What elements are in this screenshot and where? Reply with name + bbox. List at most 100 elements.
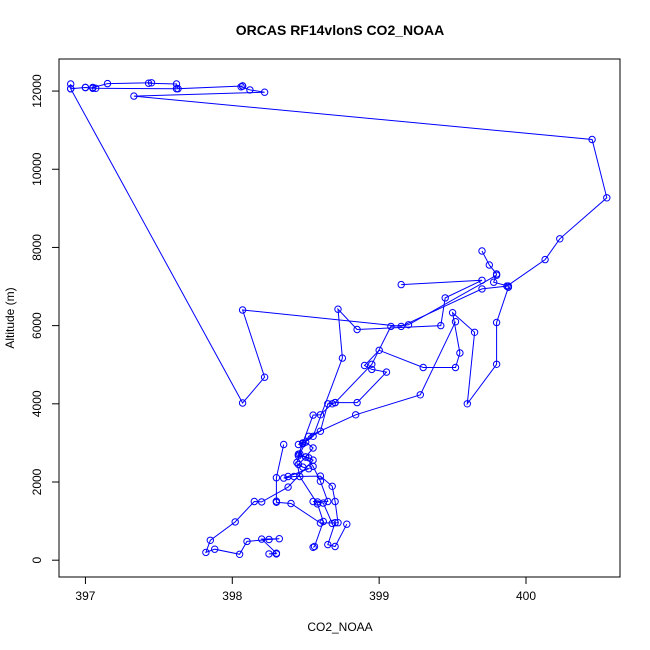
data-point [231,518,239,526]
data-point [353,325,361,334]
data-point [310,542,319,551]
data-point [147,79,156,87]
data-point [328,519,336,528]
data-point [313,500,322,508]
data-point [404,321,413,329]
x-tick-label: 399 [369,589,389,603]
data-point [375,346,383,354]
data-point [416,391,424,399]
data-point [382,368,391,376]
data-point [243,537,251,546]
data-point [368,365,376,374]
data-point [305,432,313,440]
data-point [284,483,292,491]
plot-frame [58,58,621,578]
x-tick-label: 397 [75,589,95,603]
data-point [172,80,181,88]
data-point [490,278,498,286]
data-point [103,79,112,88]
data-point [211,545,219,553]
data-point [319,517,327,526]
data-point [272,550,281,558]
data-point [81,83,90,92]
data-point [360,361,369,370]
data-point [331,519,339,527]
data-point [287,499,295,508]
data-point [89,84,97,93]
y-tick-label: 4000 [30,390,44,417]
y-axis: 0 2000 4000 6000 8000 10000 12000 [30,74,59,564]
data-point [478,247,486,255]
data-point [280,474,288,482]
x-tick-label: 400 [516,589,536,603]
data-point [338,354,347,362]
data-point [504,283,513,291]
data-point [309,444,317,452]
data-point [556,235,564,243]
data-point [309,543,317,551]
data-point [296,472,304,481]
data-point [368,360,376,368]
data-point [353,398,361,407]
data-point [296,450,304,458]
y-axis-label: Altitude (m) [3,287,17,348]
data-point [492,360,501,368]
y-tick-label: 10000 [30,152,44,186]
data-point [437,321,445,330]
data-point [419,363,427,372]
data-point [275,535,283,543]
data-series [67,79,611,558]
data-point [485,261,493,269]
data-point [280,440,288,449]
data-point [309,411,317,419]
data-point [492,318,501,327]
data-point [343,520,351,528]
data-point [299,439,307,447]
data-point [331,542,339,551]
data-point [265,535,273,544]
data-point [451,318,460,326]
data-point [397,322,405,331]
data-point [309,462,317,471]
data-point [272,474,281,482]
x-axis-label: CO2_NOAA [307,620,372,634]
data-point [206,536,215,544]
data-point [456,349,464,357]
data-point [316,472,325,480]
data-point [331,497,339,506]
data-point [441,294,449,302]
data-point [290,472,298,481]
chart-title: ORCAS RF14vlonS CO2_NOAA [236,22,444,38]
y-tick-label: 0 [30,557,44,564]
x-tick-label: 398 [222,589,242,603]
y-tick-label: 2000 [30,468,44,495]
data-point [316,411,325,419]
data-point [172,85,181,93]
series-line [297,274,497,548]
data-point [67,85,75,93]
data-point [238,306,247,314]
data-point [316,477,325,485]
series-line [296,321,456,548]
data-point [603,194,611,202]
data-point [130,92,138,100]
data-point [463,400,471,408]
data-point [238,82,247,90]
data-point [470,328,479,336]
data-point [316,427,325,435]
series-line [69,82,608,404]
data-point [324,400,332,408]
data-point [92,84,100,93]
data-point [260,88,269,96]
y-tick-label: 6000 [30,312,44,339]
y-tick-label: 8000 [30,234,44,261]
series-line [275,250,509,524]
data-point [478,285,486,293]
data-point [492,271,501,279]
data-point [144,79,153,87]
data-point [260,373,269,381]
data-point [235,550,244,558]
data-point [324,540,332,549]
data-point [272,497,281,505]
data-point [238,399,247,407]
